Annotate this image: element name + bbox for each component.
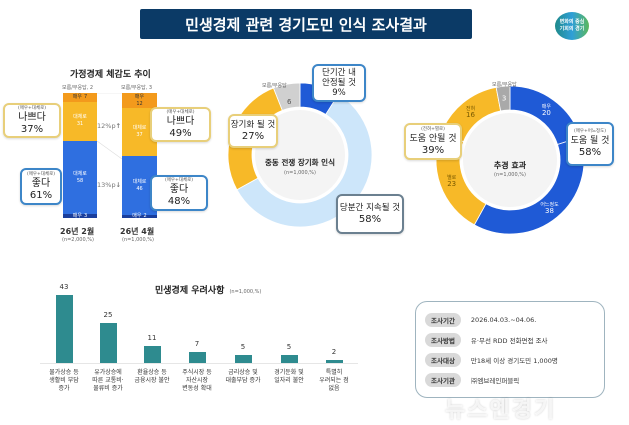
concern-category: 금리상승 및 대출부담 증가 xyxy=(225,369,261,384)
donut-slice xyxy=(236,93,373,228)
concern-category: 주식시장 등 자산시장 변동성 확대 xyxy=(182,369,212,392)
watermark: 뉴스엔경기 xyxy=(445,398,557,423)
bar-segment: 매우 7 xyxy=(63,93,97,102)
callout-bad-feb: (매우+대체로) 나쁘다 37% xyxy=(3,103,61,138)
donut1-dk-value: 6 xyxy=(287,98,292,106)
delta-good: 13%p↓ xyxy=(97,181,122,189)
slice-label: 3 xyxy=(502,94,506,102)
concern-value: 5 xyxy=(286,343,292,352)
donut-slice xyxy=(495,85,511,112)
slice-label: 별로 23 xyxy=(447,174,457,188)
donut1-note: (n=1,000,%) xyxy=(284,170,316,176)
info-label: 조사방법 xyxy=(425,333,461,347)
concern-value: 7 xyxy=(194,339,200,348)
page-title: 민생경제 관련 경기도민 인식 조사결과 xyxy=(140,9,472,39)
concern-bar xyxy=(143,345,161,363)
donut1-title: 중동 전쟁 장기화 인식 xyxy=(265,158,335,167)
concern-category: 환율상승 등 금융시장 불안 xyxy=(134,369,170,384)
info-value: 만18세 이상 경기도민 1,000명 xyxy=(470,357,558,365)
survey-info-box xyxy=(415,301,605,398)
callout-short-term: 단기간 내 안정될 것 9% xyxy=(312,64,366,102)
concern-bar xyxy=(99,323,117,363)
household-chart-title: 가정경제 체감도 추이 xyxy=(70,70,151,80)
info-label: 조사기관 xyxy=(425,373,461,387)
bar-segment: 대체로 31 xyxy=(63,101,97,141)
donut2-title: 추경 효과 xyxy=(493,161,527,170)
concern-bar xyxy=(55,295,73,363)
category-apr: 26년 4월 xyxy=(120,227,155,236)
slice-label: 어느정도 38 xyxy=(540,201,559,215)
concern-value: 5 xyxy=(240,343,246,352)
callout-not-helpful: (전혀+별로) 도움 안될 것 39% xyxy=(404,123,462,160)
concerns-title-wrap: 민생경제 우려사항 (n=1,000,%) xyxy=(155,278,261,297)
logo-text-2: 기회의 경기 xyxy=(559,26,585,32)
dk-label-feb: 모름/무응답, 2 xyxy=(62,85,94,91)
concerns-title: 민생경제 우려사항 xyxy=(155,286,225,296)
info-row: 조사기관 ㈜엠브레인퍼블릭 xyxy=(425,373,519,387)
concern-value: 25 xyxy=(103,311,113,320)
slice-label: 매우 20 xyxy=(542,103,552,117)
concern-category: 유가상승에 따른 교통비·물류비 증가 xyxy=(92,369,124,392)
info-label: 조사대상 xyxy=(425,353,461,367)
callout-bad-apr: (매우+대체로) 나쁘다 49% xyxy=(150,107,211,142)
donut2-note: (n=1,000,%) xyxy=(494,172,526,178)
category-feb: 26년 2월 xyxy=(60,227,95,236)
callout-continuing: 당분간 지속될 것 58% xyxy=(336,194,404,234)
dk-label-apr: 모름/무응답, 3 xyxy=(121,85,153,91)
logo-text-1: 변화의 중심 xyxy=(559,19,585,25)
concern-category: 경기둔화 및 일자리 불안 xyxy=(274,369,304,384)
info-row: 조사기간 2026.04.03.~04.06. xyxy=(425,313,536,327)
donut1-dk-label: 모름/무응답 xyxy=(262,83,287,89)
info-label: 조사기간 xyxy=(425,313,461,327)
concern-bar xyxy=(325,359,343,363)
info-value: 2026.04.03.~04.06. xyxy=(470,316,537,324)
bar-segment: 대체로 58 xyxy=(63,140,97,215)
bar-segment: 매우 3 xyxy=(63,213,97,219)
concern-bar xyxy=(188,351,206,363)
delta-bad: 12%p↑ xyxy=(97,122,122,130)
info-value: 유·무선 RDD 전화면접 조사 xyxy=(470,337,548,345)
concern-bar xyxy=(234,355,252,363)
connector-lines xyxy=(97,93,122,160)
concerns-baseline xyxy=(40,363,358,364)
info-value: ㈜엠브레인퍼블릭 xyxy=(470,377,520,385)
info-row: 조사대상 만18세 이상 경기도민 1,000명 xyxy=(425,353,558,367)
n-feb: (n=2,000,%) xyxy=(62,237,94,243)
concern-bar xyxy=(280,355,298,363)
concern-value: 11 xyxy=(147,333,157,342)
concern-category: 특별히 우려되는 점 없음 xyxy=(319,369,349,392)
slice-label: 전혀 16 xyxy=(466,105,476,119)
bar-segment: 매우 12 xyxy=(122,93,157,109)
concerns-note: (n=1,000,%) xyxy=(229,289,262,295)
callout-prolonged: 장기화 될 것 27% xyxy=(228,114,278,148)
gyeonggi-logo: 변화의 중심 기회의 경기 xyxy=(555,12,589,40)
donut-center xyxy=(463,113,557,207)
callout-good-feb: (매우+대체로) 좋다 61% xyxy=(20,168,62,205)
donut2-dk-label: 모름/무응답 xyxy=(492,82,517,88)
concern-value: 43 xyxy=(59,283,69,291)
donut-slice xyxy=(272,82,301,111)
stacked-bar-feb: 매우 7 대체로 31 대체로 58 매우 3 xyxy=(63,93,97,219)
info-row: 조사방법 유·무선 RDD 전화면접 조사 xyxy=(425,333,548,347)
callout-helpful: (매우+어느정도) 도움 될 것 58% xyxy=(566,122,614,166)
concern-category: 물가상승 등 생활비 부담 증가 xyxy=(49,369,79,392)
callout-good-apr: (매우+대체로) 좋다 48% xyxy=(150,175,208,211)
concern-value: 2 xyxy=(331,347,337,356)
budget-effect-donut: 매우 20 어느정도 38 별로 23 전혀 16 3 xyxy=(435,85,585,235)
n-apr: (n=1,000,%) xyxy=(122,237,154,243)
bar-segment: 매우 2 xyxy=(122,213,157,219)
